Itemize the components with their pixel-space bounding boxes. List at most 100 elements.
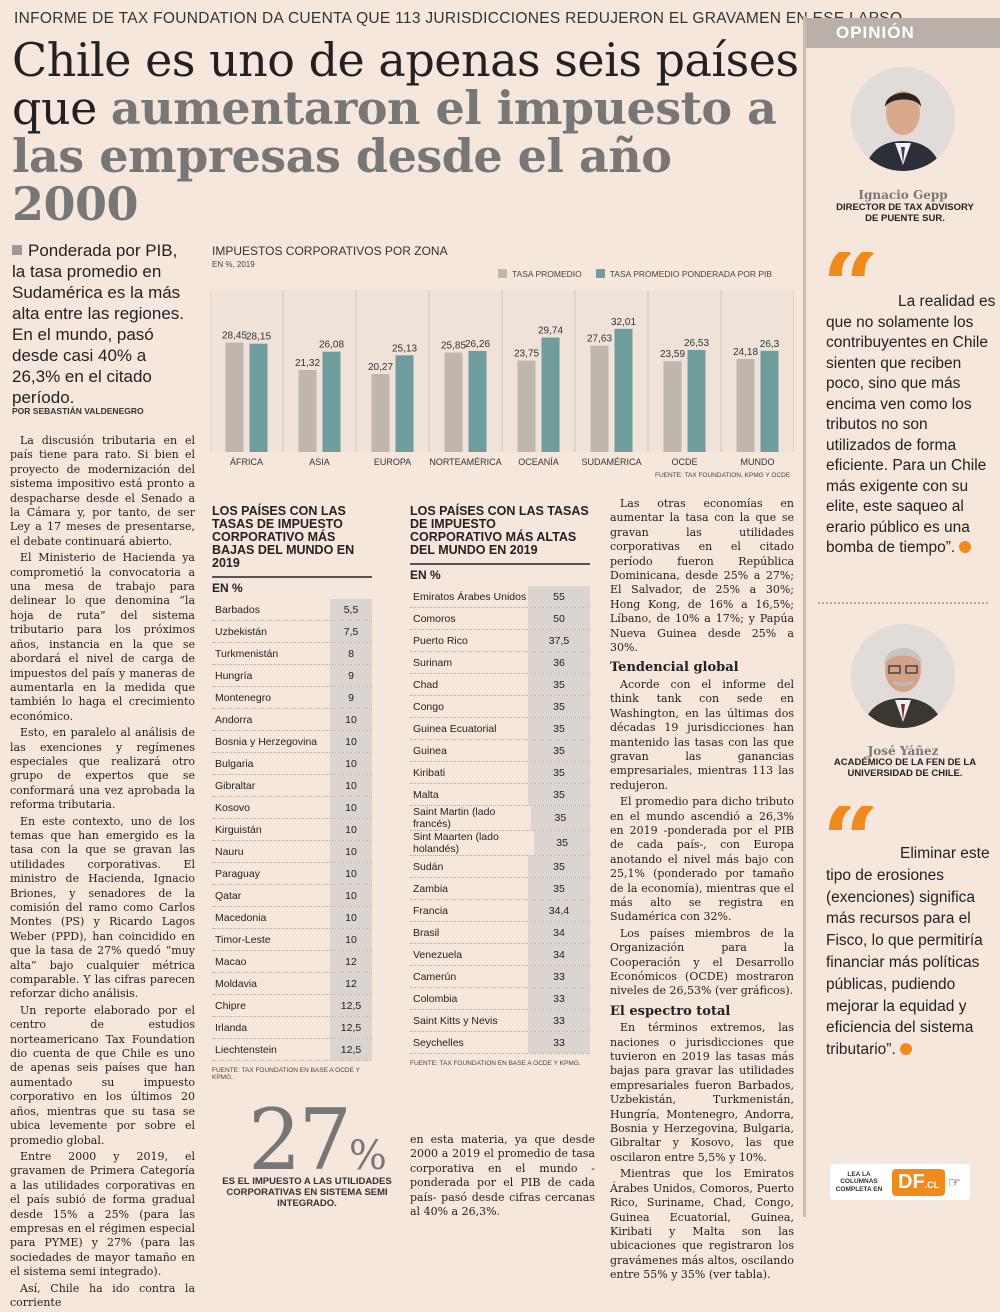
df-logo: DF .CL	[892, 1168, 946, 1196]
row-country: Nauru	[215, 845, 244, 858]
table-row: Brasil 34	[410, 922, 590, 944]
paragraph: En términos extremos, las naciones o jur…	[610, 1021, 794, 1164]
quote-mark-icon: “	[822, 252, 874, 308]
row-country: Uzbekistán	[215, 625, 267, 638]
table-row: Barbados 5,5	[212, 599, 372, 621]
data-label: 26,08	[319, 340, 344, 351]
data-label: 23,59	[660, 349, 685, 360]
row-value: 10	[330, 907, 372, 928]
row-value: 35	[528, 762, 590, 783]
row-country: Brasil	[413, 926, 440, 939]
headline-part1: Chile es uno de apenas seis países que	[12, 33, 799, 135]
table-row: Timor-Leste 10	[212, 929, 372, 951]
data-label: 32,01	[611, 317, 636, 328]
table-row: Malta 35	[410, 784, 590, 806]
opinion-label: OPINIÓN	[806, 18, 1000, 48]
row-value: 9	[330, 665, 372, 686]
table-row: Montenegro 9	[212, 687, 372, 709]
row-country: Chad	[413, 678, 439, 691]
legend-label: TASA PROMEDIO PONDERADA POR PIB	[609, 269, 773, 279]
paragraph: Las otras economías en aumentar la tasa …	[610, 497, 794, 655]
legend-item: TASA PROMEDIO PONDERADA POR PIB	[595, 269, 773, 279]
row-country: Qatar	[215, 889, 242, 902]
table-row: Turkmenistán 8	[212, 643, 372, 665]
bar	[541, 337, 560, 452]
row-value: 10	[330, 929, 372, 950]
x-tick-label: ÁFRICA	[230, 457, 263, 467]
row-country: Comoros	[413, 612, 456, 625]
row-country: Seychelles	[413, 1036, 464, 1049]
row-country: Macao	[215, 955, 247, 968]
row-value: 7,5	[330, 621, 372, 642]
bullet-square-icon	[12, 245, 22, 255]
row-country: Congo	[413, 700, 444, 713]
sidebar-divider	[803, 16, 806, 1217]
table-row: Uzbekistán 7,5	[212, 621, 372, 643]
bar	[468, 350, 487, 452]
table-row: Surinam 36	[410, 652, 590, 674]
data-label: 26,26	[465, 339, 490, 350]
data-label: 23,75	[514, 349, 539, 360]
table-body: Barbados 5,5 Uzbekistán 7,5 Turkmenistán 8 Hun…	[212, 599, 372, 1061]
row-country: Sint Maarten (lado holandés)	[413, 831, 499, 855]
row-value: 10	[330, 819, 372, 840]
table-row: Nauru 10	[212, 841, 372, 863]
row-value: 55	[528, 586, 590, 607]
row-value: 34	[528, 922, 590, 943]
row-value: 36	[528, 652, 590, 673]
body-column-bottom: en esta materia, ya que desde 2000 a 201…	[410, 1133, 595, 1221]
headline-part2: aumentaron el impuesto a las empresas de…	[12, 81, 777, 231]
author-name: Ignacio Gepp	[858, 188, 948, 202]
x-tick-label: EUROPA	[374, 457, 411, 467]
x-tick-label: MUNDO	[741, 457, 775, 467]
paragraph: Esto, en paralelo al análisis de las exe…	[10, 726, 195, 812]
table-row: Bulgaria 10	[212, 753, 372, 775]
table-title: LOS PAÍSES CON LAS TASAS DE IMPUESTO COR…	[410, 504, 589, 557]
data-label: 20,27	[368, 362, 393, 373]
row-value: 35	[528, 856, 590, 877]
row-country: Malta	[413, 788, 439, 801]
bar	[225, 342, 244, 452]
table-unit: EN %	[410, 563, 590, 582]
body-column-left: La discusión tributaria en el país tiene…	[10, 434, 195, 1312]
quote-text: Eliminar este tipo de erosiones (exencio…	[826, 845, 990, 1059]
cta-text: LEA LA COLUMNAS COMPLETA EN	[835, 1170, 883, 1193]
table-row: Kosovo 10	[212, 797, 372, 819]
row-value: 10	[330, 731, 372, 752]
row-value: 12,5	[330, 1017, 372, 1038]
row-value: 10	[330, 775, 372, 796]
df-cta[interactable]: LEA LA COLUMNAS COMPLETA EN DF .CL ☞	[830, 1164, 970, 1200]
subheading: El espectro total	[610, 1003, 731, 1019]
table-row: Puerto Rico 37,5	[410, 630, 590, 652]
row-value: 12	[330, 951, 372, 972]
table-row: Congo 35	[410, 696, 590, 718]
row-value: 35	[534, 831, 590, 855]
bar	[249, 343, 268, 452]
row-country: Liechtenstein	[215, 1043, 277, 1056]
bar	[517, 360, 536, 452]
row-value: 34,4	[528, 900, 590, 921]
row-country: Zambia	[413, 882, 449, 895]
paragraph: Mientras que los Emiratos Árabes Unidos,…	[610, 1167, 794, 1282]
row-country: Emiratos Árabes Unidos	[413, 590, 527, 603]
row-country: Francia	[413, 904, 449, 917]
row-value: 33	[528, 988, 590, 1009]
row-country: Chipre	[215, 999, 246, 1012]
table-source: FUENTE: TAX FOUNDATION EN BASE A OCDE Y …	[410, 1060, 581, 1067]
data-label: 25,13	[392, 343, 417, 354]
row-value: 5,5	[330, 599, 372, 620]
highlight-symbol: %	[348, 1133, 387, 1179]
quote-2: Eliminar este tipo de erosiones (exencio…	[826, 843, 996, 1061]
highlight-caption: ES EL IMPUESTO A LAS UTILIDADES CORPORAT…	[222, 1176, 392, 1209]
row-country: Kirguistán	[215, 823, 262, 836]
table-row: Saint Martin (lado francés) 35	[410, 806, 590, 831]
quote-text: La realidad es que no solamente los cont…	[826, 293, 996, 556]
row-country: Surinam	[413, 656, 453, 669]
table-row: Venezuela 34	[410, 944, 590, 966]
paragraph: En este contexto, uno de los temas que h…	[10, 814, 195, 1001]
table-row: Irlanda 12,5	[212, 1017, 372, 1039]
pointer-hand-icon: ☞	[948, 1173, 961, 1190]
portrait-icon	[851, 67, 955, 171]
row-value: 37,5	[528, 630, 590, 651]
